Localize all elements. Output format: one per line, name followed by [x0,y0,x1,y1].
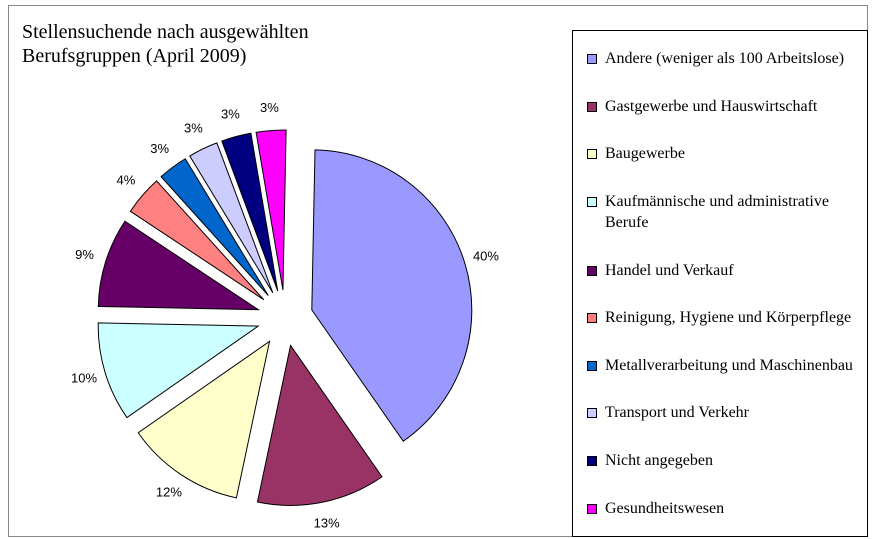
legend-swatch [587,149,597,160]
pie-slice [221,132,279,292]
pie-slice [97,322,260,419]
legend-swatch [587,54,597,65]
pie-slice [311,149,473,442]
pie-slice [129,180,265,301]
legend-item: Transport und Verkehr [587,402,859,423]
legend-label: Transport und Verkehr [605,404,749,422]
legend-swatch [587,503,597,514]
legend-swatch [587,360,597,371]
value-label: 13% [314,515,340,530]
legend-swatch [587,408,597,419]
value-label: 10% [71,370,97,385]
legend-label: Andere (weniger als 100 Arbeitslose) [605,50,845,68]
legend-label: Metallverarbeitung und Maschinenbau [605,356,853,374]
pie-area: 40% 13% 12% 10% 9% 4% 3% 3% 3% 3% [71,100,499,530]
legend-item: Kaufmännische und administrative Berufe [587,191,859,233]
value-label: 4% [117,172,136,187]
legend-label: Gesundheitswesen [605,499,725,517]
legend-item: Gesundheitswesen [587,498,859,519]
value-label: 40% [473,249,499,264]
legend-label: Handel und Verkauf [605,261,734,279]
legend-swatch [587,313,597,324]
pie-slice [255,129,287,291]
legend-label: Kaufmännische und administrative Berufe [605,193,829,232]
legend-item: Gastgewerbe und Hauswirtschaft [587,96,859,117]
pie-slice [160,158,269,296]
pie-slice [137,340,271,499]
legend-swatch [587,197,597,208]
legend-swatch [587,265,597,276]
pie-slice [256,344,383,506]
legend-label: Baugewerbe [605,145,685,163]
value-label: 12% [156,484,182,499]
value-label: 3% [260,100,279,115]
value-label: 3% [150,141,169,156]
pie-slice [97,220,260,311]
legend-item: Nicht angegeben [587,450,859,471]
legend-label: Nicht angegeben [605,452,713,470]
legend: Andere (weniger als 100 Arbeitslose) Gast… [572,30,868,537]
legend-item: Reinigung, Hygiene und Körperpflege [587,307,859,328]
legend-item: Baugewerbe [587,143,859,164]
value-label: 9% [75,247,94,262]
legend-item: Metallverarbeitung und Maschinenbau [587,355,859,376]
legend-item: Handel und Verkauf [587,260,859,281]
legend-label: Reinigung, Hygiene und Körperpflege [605,309,852,327]
chart-title: Stellensuchende nach ausgewählten Berufs… [22,21,309,67]
value-label: 3% [221,107,240,122]
legend-swatch [587,456,597,467]
legend-label: Gastgewerbe und Hauswirtschaft [605,97,818,115]
pie-slice [189,142,274,294]
legend-item: Andere (weniger als 100 Arbeitslose) [587,48,859,69]
legend-swatch [587,101,597,112]
value-label: 3% [184,120,203,135]
